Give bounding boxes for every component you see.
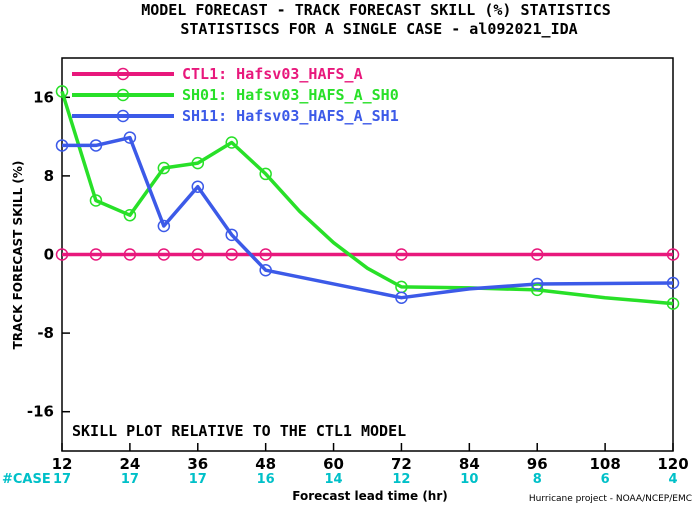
ctl1-point bbox=[666, 248, 680, 261]
ctl1-point bbox=[55, 248, 69, 261]
sh01-point bbox=[123, 208, 137, 222]
sh11-point bbox=[89, 139, 103, 152]
sh11-point bbox=[225, 228, 238, 242]
ctl1-point bbox=[530, 248, 544, 261]
case-count: 10 bbox=[460, 472, 478, 487]
sh01-legend-marker bbox=[116, 88, 130, 102]
ctl1-point bbox=[89, 248, 103, 261]
ctl1-point bbox=[157, 248, 171, 261]
x-tick-label: 36 bbox=[187, 455, 208, 473]
sh11-point bbox=[157, 219, 171, 233]
sh01-point bbox=[259, 167, 272, 181]
ctl1-point bbox=[395, 248, 408, 261]
sh01-point bbox=[55, 85, 69, 98]
sh01-legend-label: SH01: Hafsv03_HAFS_A_SH0 bbox=[182, 86, 399, 104]
sh01-point bbox=[530, 283, 544, 297]
sh11-legend-marker bbox=[116, 109, 130, 123]
x-tick-label: 12 bbox=[52, 455, 73, 473]
legend: CTL1: Hafsv03_HAFS_A SH01: Hafsv03_HAFS_A… bbox=[72, 65, 399, 125]
y-tick-label: 0 bbox=[44, 246, 54, 264]
ctl1-point bbox=[259, 248, 272, 261]
sh01-point bbox=[666, 297, 680, 310]
case-counts: 17 17 17 16 14 12 10 8 6 4 bbox=[53, 472, 678, 487]
ctl1-point bbox=[191, 248, 205, 261]
y-tick-label: 8 bbox=[44, 167, 54, 185]
case-count: 14 bbox=[325, 472, 343, 487]
sh01-point bbox=[191, 156, 205, 170]
chart-title: MODEL FORECAST - TRACK FORECAST SKILL (%… bbox=[141, 1, 611, 19]
case-count: 8 bbox=[533, 472, 542, 487]
y-tick-label: -8 bbox=[37, 324, 54, 342]
x-tick-label: 48 bbox=[255, 455, 276, 473]
case-label: #CASE bbox=[2, 472, 51, 487]
y-axis-label: TRACK FORECAST SKILL (%) bbox=[11, 161, 25, 350]
case-count: 16 bbox=[257, 472, 275, 487]
sh11-point bbox=[530, 277, 544, 291]
y-tick-label: 16 bbox=[33, 88, 54, 106]
sh11-point bbox=[395, 291, 408, 304]
sh01-point bbox=[225, 136, 238, 149]
x-axis-label: Forecast lead time (hr) bbox=[292, 489, 448, 503]
ctl1-point bbox=[123, 248, 137, 261]
skill-annotation: SKILL PLOT RELATIVE TO THE CTL1 MODEL bbox=[72, 422, 406, 440]
case-count: 17 bbox=[189, 472, 207, 487]
x-tick-label: 84 bbox=[459, 455, 480, 473]
x-tick-label: 24 bbox=[119, 455, 140, 473]
case-count: 6 bbox=[601, 472, 610, 487]
sh11-line bbox=[62, 135, 674, 300]
sh11-legend-label: SH11: Hafsv03_HAFS_A_SH1 bbox=[182, 107, 399, 125]
sh01-line bbox=[60, 90, 674, 306]
sh11-point bbox=[123, 131, 137, 144]
chart-subtitle: STATISTISCS FOR A SINGLE CASE - al092021… bbox=[180, 20, 577, 38]
case-count: 4 bbox=[668, 472, 677, 487]
sh11-point bbox=[55, 139, 69, 152]
case-count: 17 bbox=[121, 472, 139, 487]
x-tick-label: 72 bbox=[391, 455, 412, 473]
sh01-point bbox=[157, 161, 171, 175]
ctl1-point bbox=[225, 248, 238, 261]
ctl1-legend-label: CTL1: Hafsv03_HAFS_A bbox=[182, 65, 363, 83]
series-group bbox=[55, 85, 680, 310]
case-count: 17 bbox=[53, 472, 71, 487]
x-ticks: 12 24 36 48 60 72 84 96 108 120 bbox=[52, 443, 689, 473]
sh11-point bbox=[666, 276, 680, 290]
case-count: 12 bbox=[392, 472, 410, 487]
ctl1-legend-marker bbox=[116, 67, 130, 81]
sh01-point bbox=[89, 194, 103, 207]
sh11-point bbox=[259, 263, 272, 277]
y-ticks: -16 -8 0 8 16 bbox=[27, 88, 70, 421]
x-tick-label: 60 bbox=[323, 455, 344, 473]
x-tick-label: 120 bbox=[657, 455, 688, 473]
x-tick-label: 96 bbox=[527, 455, 548, 473]
sh11-point bbox=[191, 180, 205, 193]
y-tick-label: -16 bbox=[27, 403, 54, 421]
credit-text: Hurricane project - NOAA/NCEP/EMC bbox=[529, 494, 692, 504]
x-tick-label: 108 bbox=[589, 455, 620, 473]
